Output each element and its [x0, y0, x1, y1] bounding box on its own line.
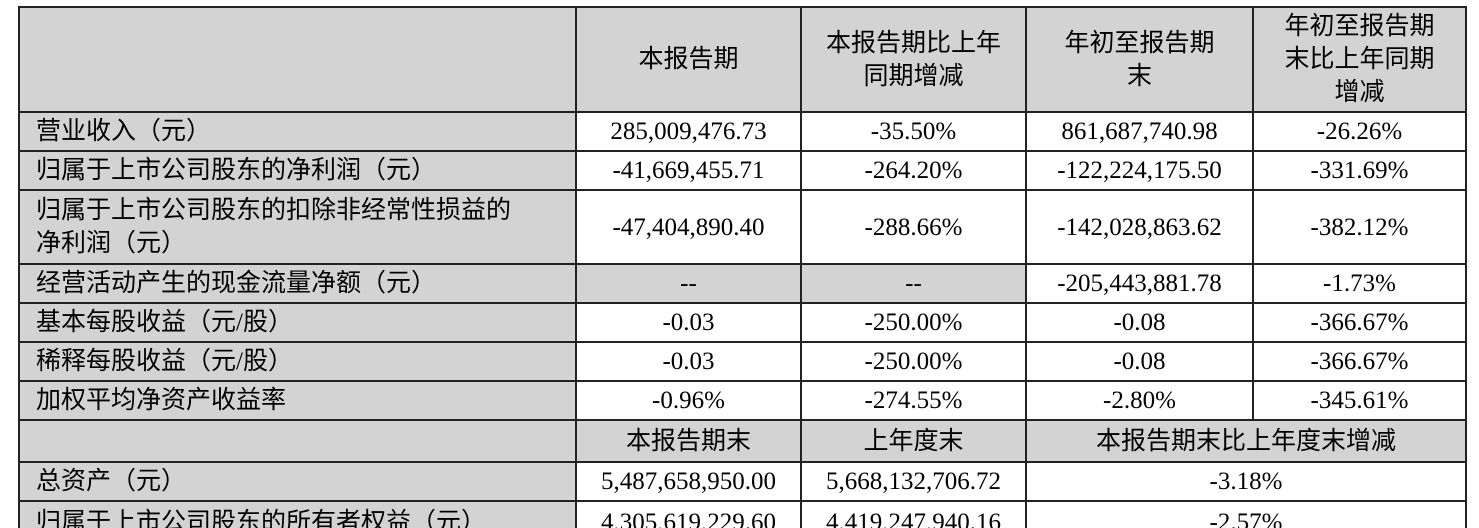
- value-cell: 861,687,740.98: [1025, 111, 1254, 152]
- row-label-cell: 加权平均净资产收益率: [18, 380, 577, 421]
- header-cell-ytd-yoy-change: 年初至报告期 末比上年同期 增减: [1252, 6, 1467, 113]
- value-cell: --: [800, 263, 1027, 304]
- value-cell: 285,009,476.73: [575, 111, 802, 152]
- value-cell: -0.96%: [575, 380, 802, 421]
- value-cell: -142,028,863.62: [1025, 189, 1254, 265]
- value-cell: -1.73%: [1252, 263, 1467, 304]
- value-cell: -0.03: [575, 341, 802, 382]
- row-label-cell: 归属于上市公司股东的净利润（元）: [18, 150, 577, 191]
- table-row-basic-eps: 基本每股收益（元/股） -0.03 -250.00% -0.08 -366.67…: [18, 302, 1467, 343]
- value-cell: -264.20%: [800, 150, 1027, 191]
- table-row-total-assets: 总资产（元） 5,487,658,950.00 5,668,132,706.72…: [18, 461, 1467, 502]
- table-row-owners-equity: 归属于上市公司股东的所有者权益（元） 4,305,619,229.60 4,41…: [18, 500, 1467, 528]
- value-cell: -345.61%: [1252, 380, 1467, 421]
- header-cell-ytd: 年初至报告期 末: [1025, 6, 1254, 113]
- value-cell: -35.50%: [800, 111, 1027, 152]
- value-cell: -382.12%: [1252, 189, 1467, 265]
- value-cell: -0.03: [575, 302, 802, 343]
- value-cell: --: [575, 263, 802, 304]
- header-row-period: 本报告期 本报告期比上年 同期增减 年初至报告期 末 年初至报告期 末比上年同期…: [18, 6, 1467, 113]
- row-label-cell: 营业收入（元）: [18, 111, 577, 152]
- header-cell-blank: [18, 6, 577, 113]
- value-cell: -288.66%: [800, 189, 1027, 265]
- table-row-operating-revenue: 营业收入（元） 285,009,476.73 -35.50% 861,687,7…: [18, 111, 1467, 152]
- table-row-diluted-eps: 稀释每股收益（元/股） -0.03 -250.00% -0.08 -366.67…: [18, 341, 1467, 382]
- value-cell: 4,305,619,229.60: [575, 500, 802, 528]
- value-cell: -205,443,881.78: [1025, 263, 1254, 304]
- value-cell: -2.57%: [1025, 500, 1467, 528]
- value-cell: -0.08: [1025, 341, 1254, 382]
- header-cell-blank: [18, 419, 577, 463]
- value-cell: 5,487,658,950.00: [575, 461, 802, 502]
- value-cell: -0.08: [1025, 302, 1254, 343]
- header-cell-current-period: 本报告期: [575, 6, 802, 113]
- value-cell: -122,224,175.50: [1025, 150, 1254, 191]
- header-cell-period-end-change: 本报告期末比上年度末增减: [1025, 419, 1467, 463]
- financial-summary-table: 本报告期 本报告期比上年 同期增减 年初至报告期 末 年初至报告期 末比上年同期…: [18, 6, 1467, 528]
- row-label-cell: 基本每股收益（元/股）: [18, 302, 577, 343]
- value-cell: -47,404,890.40: [575, 189, 802, 265]
- header-cell-prior-year-end: 上年度末: [800, 419, 1027, 463]
- value-cell: -366.67%: [1252, 302, 1467, 343]
- value-cell: 5,668,132,706.72: [800, 461, 1027, 502]
- row-label-cell: 归属于上市公司股东的扣除非经常性损益的 净利润（元）: [18, 189, 577, 265]
- value-cell: -250.00%: [800, 341, 1027, 382]
- value-cell: 4,419,247,940.16: [800, 500, 1027, 528]
- value-cell: -331.69%: [1252, 150, 1467, 191]
- value-cell: -366.67%: [1252, 341, 1467, 382]
- value-cell: -2.80%: [1025, 380, 1254, 421]
- table-row-net-profit: 归属于上市公司股东的净利润（元） -41,669,455.71 -264.20%…: [18, 150, 1467, 191]
- value-cell: -3.18%: [1025, 461, 1467, 502]
- row-label-cell: 稀释每股收益（元/股）: [18, 341, 577, 382]
- table-row-net-profit-excl-nonrecurring: 归属于上市公司股东的扣除非经常性损益的 净利润（元） -47,404,890.4…: [18, 189, 1467, 265]
- row-label-cell: 总资产（元）: [18, 461, 577, 502]
- header-row-period-end: 本报告期末 上年度末 本报告期末比上年度末增减: [18, 419, 1467, 463]
- row-label-cell: 经营活动产生的现金流量净额（元）: [18, 263, 577, 304]
- table-row-weighted-roe: 加权平均净资产收益率 -0.96% -274.55% -2.80% -345.6…: [18, 380, 1467, 421]
- value-cell: -250.00%: [800, 302, 1027, 343]
- header-cell-current-period-end: 本报告期末: [575, 419, 802, 463]
- row-label-cell: 归属于上市公司股东的所有者权益（元）: [18, 500, 577, 528]
- value-cell: -274.55%: [800, 380, 1027, 421]
- header-cell-yoy-change: 本报告期比上年 同期增减: [800, 6, 1027, 113]
- value-cell: -41,669,455.71: [575, 150, 802, 191]
- table-row-operating-cash-flow: 经营活动产生的现金流量净额（元） -- -- -205,443,881.78 -…: [18, 263, 1467, 304]
- value-cell: -26.26%: [1252, 111, 1467, 152]
